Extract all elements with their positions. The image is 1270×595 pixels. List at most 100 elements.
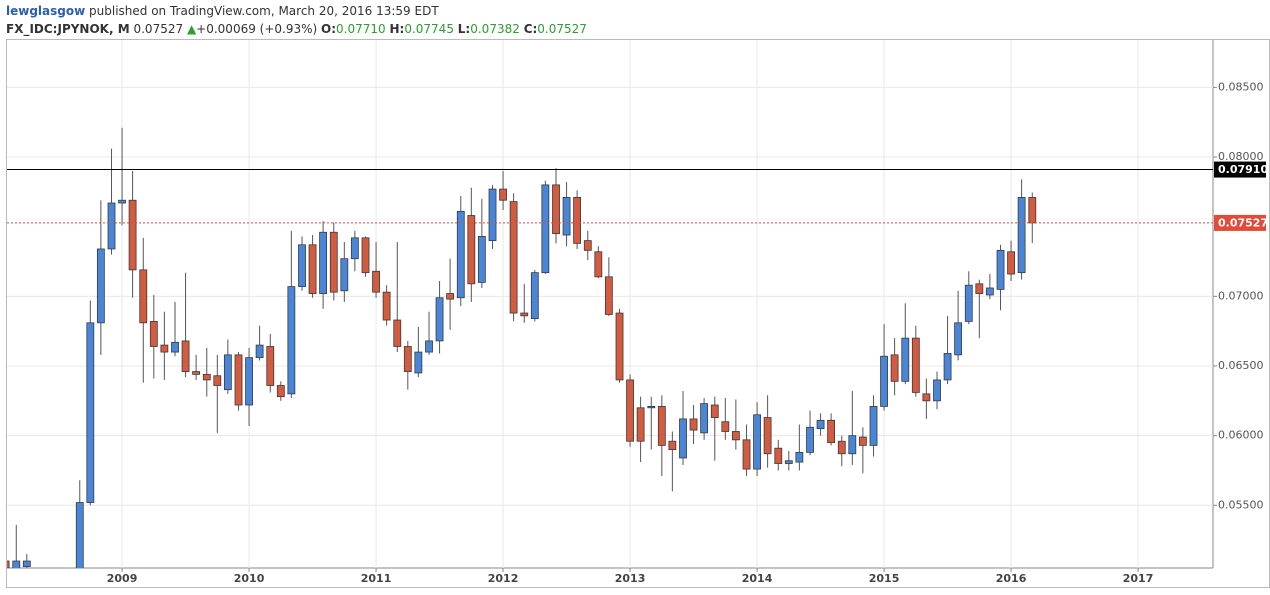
candle-body bbox=[552, 184, 560, 235]
candle-body bbox=[996, 249, 1005, 290]
candle-body bbox=[911, 337, 920, 393]
candle-body bbox=[594, 251, 603, 278]
candle-body bbox=[107, 202, 116, 250]
candle-body bbox=[139, 269, 148, 324]
published: published on TradingView.com, March 20, … bbox=[89, 4, 439, 18]
candle-body bbox=[329, 231, 338, 293]
candle-body bbox=[350, 237, 359, 260]
candle-body bbox=[710, 404, 719, 418]
candle-body bbox=[975, 283, 984, 294]
y-tick-label: 0.08500 bbox=[1218, 80, 1264, 93]
candle-body bbox=[223, 354, 232, 391]
candle-body bbox=[372, 270, 380, 293]
candle-body bbox=[657, 405, 666, 446]
candle-body bbox=[118, 199, 126, 204]
x-tick-label: 2013 bbox=[615, 572, 646, 585]
candle-body bbox=[1017, 197, 1026, 274]
candle-body bbox=[149, 321, 158, 347]
candle-body bbox=[774, 447, 783, 464]
candle-body bbox=[22, 560, 31, 568]
ohlc-value: 0.07527 bbox=[537, 22, 587, 36]
candle-body bbox=[943, 353, 952, 381]
candle-body bbox=[202, 373, 211, 381]
candle-body bbox=[985, 287, 994, 296]
candle-body bbox=[721, 421, 730, 432]
candle-body bbox=[604, 276, 613, 315]
candle-body bbox=[181, 340, 190, 372]
candle-body bbox=[12, 560, 21, 568]
ohlc-value: 0.07382 bbox=[470, 22, 520, 36]
x-tick-label: 2009 bbox=[107, 572, 138, 585]
candle-body bbox=[276, 385, 285, 398]
change: +0.00069 (+0.93%) bbox=[196, 22, 318, 36]
quote-line: FX_IDC:JPYNOK, M 0.07527 ▲+0.00069 (+0.9… bbox=[6, 20, 587, 38]
candle-body bbox=[75, 502, 84, 568]
price-label-box bbox=[1214, 214, 1266, 231]
candle-body bbox=[858, 436, 867, 446]
candle-body bbox=[806, 426, 814, 453]
candle-body bbox=[446, 293, 455, 300]
candle-body bbox=[837, 440, 846, 455]
candle-body bbox=[96, 248, 105, 324]
candle-body bbox=[298, 244, 306, 287]
last: 0.07527 bbox=[133, 22, 184, 36]
candle-body bbox=[7, 560, 10, 568]
price-label: 0.07910 bbox=[1218, 163, 1268, 176]
author[interactable]: lewglasgow bbox=[6, 4, 86, 18]
candle-body bbox=[626, 379, 634, 442]
candle-body bbox=[753, 414, 761, 470]
candle-body bbox=[647, 405, 656, 409]
candle-body bbox=[382, 291, 391, 321]
candle-body bbox=[933, 379, 941, 402]
x-tick-label: 2016 bbox=[996, 572, 1027, 585]
header: lewglasgow published on TradingView.com,… bbox=[6, 2, 587, 38]
candle-body bbox=[615, 312, 624, 381]
candle-body bbox=[795, 451, 804, 463]
candle-body bbox=[435, 297, 444, 342]
candle-body bbox=[245, 357, 253, 406]
arrow: ▲ bbox=[186, 22, 197, 36]
price-label: 0.07527 bbox=[1218, 216, 1268, 229]
candle-body bbox=[160, 344, 169, 353]
candle-body bbox=[530, 272, 539, 320]
y-tick-label: 0.06000 bbox=[1218, 429, 1264, 442]
candle-body bbox=[1028, 197, 1037, 224]
x-tick-label: 2011 bbox=[361, 572, 392, 585]
candle-body bbox=[520, 312, 529, 317]
candle-body bbox=[636, 407, 645, 442]
candle-body bbox=[425, 340, 433, 353]
candle-body bbox=[414, 351, 423, 374]
candle-body bbox=[848, 435, 857, 455]
y-tick-label: 0.08000 bbox=[1218, 150, 1264, 163]
candle-body bbox=[319, 231, 328, 294]
x-tick-label: 2014 bbox=[742, 572, 773, 585]
candle-body bbox=[964, 284, 973, 322]
candle-body bbox=[234, 354, 243, 406]
y-tick-label: 0.07000 bbox=[1218, 289, 1264, 302]
candle-body bbox=[266, 346, 275, 386]
candle-body bbox=[816, 419, 825, 430]
candle-body bbox=[171, 341, 179, 353]
candle-body bbox=[541, 184, 550, 274]
price-label-box bbox=[1214, 161, 1266, 178]
y-tick-label: 0.06500 bbox=[1218, 359, 1264, 372]
candle-body bbox=[869, 405, 878, 446]
candle-body bbox=[1007, 251, 1015, 275]
candle-body bbox=[562, 197, 571, 236]
publish-line: lewglasgow published on TradingView.com,… bbox=[6, 2, 587, 20]
plot bbox=[7, 127, 1037, 568]
x-tick-label: 2010 bbox=[234, 572, 265, 585]
candle-body bbox=[880, 355, 888, 407]
candle-body bbox=[784, 460, 793, 464]
candle-body bbox=[213, 375, 222, 386]
candle-body bbox=[86, 322, 95, 503]
candle-body bbox=[583, 240, 592, 251]
candle-body bbox=[403, 346, 412, 372]
candle-body bbox=[731, 431, 740, 441]
candle-body bbox=[763, 417, 772, 455]
candle-body bbox=[499, 188, 507, 201]
candle-body bbox=[668, 440, 677, 450]
candle-body bbox=[827, 419, 836, 444]
